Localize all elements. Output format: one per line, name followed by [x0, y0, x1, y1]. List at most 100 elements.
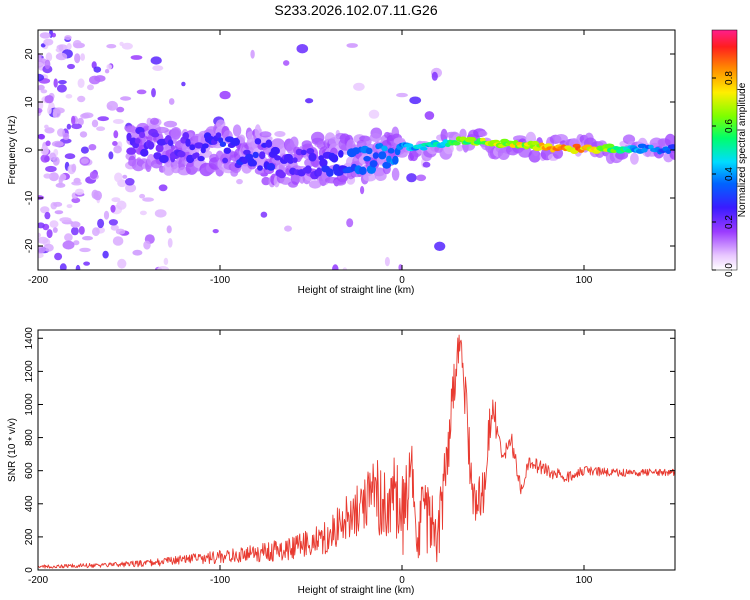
snr-y-tick-label: 800 [24, 429, 35, 446]
spectrogram-halo-blob [259, 131, 272, 138]
spectrogram-y-tick-label: 0 [24, 147, 35, 153]
spectrogram-noise-blob [166, 225, 172, 234]
spectrogram-noise-blob [142, 197, 155, 202]
spectrogram-noise-blob [93, 66, 102, 73]
spectrogram-noise-blob [396, 92, 408, 98]
spectrogram-core-blob [222, 157, 229, 164]
spectrogram-noise-blob [284, 225, 292, 232]
spectrogram-noise-blob [38, 252, 44, 259]
snr-y-tick-label: 0 [24, 567, 35, 573]
spectrogram-noise-blob [87, 84, 94, 91]
spectrogram-noise-blob [121, 42, 133, 50]
spectrogram-noise-blob [274, 131, 286, 137]
spectrogram-core-blob [274, 155, 281, 161]
spectrogram-halo-blob [163, 120, 178, 128]
spectrogram-core-blob [185, 138, 191, 147]
spectrogram-x-tick-label: -200 [28, 275, 48, 286]
spectrogram-core-blob [126, 132, 132, 142]
spectrogram-noise-blob [91, 61, 97, 69]
spectrogram-noise-blob [117, 258, 127, 269]
spectrogram-core-blob [265, 139, 273, 148]
spectrogram-core-blob [197, 155, 205, 162]
spectrogram-noise-blob [106, 100, 119, 111]
spectrogram-noise-blob [106, 44, 117, 49]
spectrogram-core-blob [257, 165, 263, 171]
spectrogram-noise-blob [91, 189, 99, 199]
spectrogram-noise-blob [151, 88, 156, 98]
spectrogram-core-blob [387, 148, 395, 154]
spectrogram-core-blob [277, 171, 286, 179]
spectrogram-noise-blob [92, 227, 100, 237]
spectrogram-noise-blob [45, 140, 51, 147]
spectrogram-noise-blob [38, 100, 44, 110]
spectrogram-noise-blob [51, 140, 64, 147]
spectrogram-noise-blob [73, 240, 80, 246]
spectrogram-noise-blob [125, 178, 135, 186]
snr-y-tick-label: 600 [24, 462, 35, 479]
spectrogram-core-blob [215, 132, 222, 139]
colorbar-label: Normalized spectral amplitude [737, 82, 748, 217]
spectrogram-noise-blob [54, 210, 64, 215]
spectrogram-halo-blob [232, 124, 242, 137]
spectrogram-y-ticks: -20 -10 0 10 20 [24, 48, 675, 253]
spectrogram-noise-blob [108, 151, 114, 160]
snr-y-tick-label: 1000 [24, 393, 35, 416]
spectrogram-noise-blob [49, 220, 59, 228]
spectrogram-noise-blob [154, 209, 167, 218]
spectrogram-noise-blob [66, 43, 72, 50]
spectrogram-noise-blob [250, 49, 255, 59]
spectrogram-noise-blob [181, 81, 186, 87]
spectrogram-core-blob [250, 159, 257, 167]
spectrogram-core-blob [182, 132, 190, 140]
spectrogram-noise-blob [332, 264, 339, 270]
spectrogram-noise-blob [79, 247, 91, 253]
spectrogram-noise-blob [219, 90, 231, 100]
spectrogram-noise-blob [260, 211, 268, 218]
spectrogram-noise-blob [38, 232, 41, 238]
spectrogram-noise-blob [48, 172, 59, 182]
spectrogram-noise-blob [67, 63, 75, 70]
spectrogram-noise-blob [75, 188, 84, 195]
spectrogram-core-blob [167, 139, 174, 146]
colorbar-tick-label: 0.0 [724, 263, 735, 277]
spectrogram-noise-blob [97, 218, 105, 229]
spectrogram-noise-blob [80, 158, 89, 165]
spectrogram-noise-blob [38, 134, 46, 140]
spectrogram-core-blob [159, 154, 169, 164]
snr-x-tick-label: -100 [210, 575, 230, 586]
spectrogram-noise-blob [45, 52, 53, 62]
spectrogram-halo-blob [254, 124, 261, 139]
spectrogram-core-blob [372, 152, 379, 159]
spectrogram-noise-blob [71, 181, 82, 186]
spectrogram-noise-blob [53, 78, 58, 88]
spectrogram-noise-blob [434, 241, 446, 251]
spectrogram-noise-blob [57, 128, 65, 137]
spectrogram-core-blob [177, 150, 186, 158]
spectrogram-core-blob [326, 168, 334, 177]
spectrogram-noise-blob [103, 210, 110, 220]
spectrogram-noise-blob [53, 108, 61, 118]
snr-y-ticks: 0 200 400 600 800 1000 1200 1400 [24, 327, 675, 573]
spectrogram-core-blob [392, 155, 399, 165]
spectrogram-noise-blob [64, 153, 76, 160]
spectrogram-noise-blob [71, 197, 81, 204]
spectrogram-noise-blob [52, 227, 58, 233]
spectrogram-core-blob [266, 163, 276, 171]
spectrogram-y-label: Frequency (Hz) [7, 116, 18, 185]
spectrogram-noise-blob [55, 52, 68, 61]
spectrogram-noise-blob [46, 229, 53, 239]
spectrogram-core-blob [252, 151, 259, 159]
spectrogram-noise-blob [80, 146, 89, 154]
spectrogram-noise-blob [64, 233, 73, 242]
colorbar-tick-label: 0.8 [724, 71, 735, 85]
spectrogram-halo-blob [363, 137, 372, 146]
colorbar-ticks: 0.0 0.2 0.4 0.6 0.8 [712, 71, 735, 277]
spectrogram-noise-blob [58, 176, 63, 186]
spectrogram-core-blob [155, 144, 164, 153]
spectrogram-noise-blob [71, 226, 79, 236]
spectrogram-noise-blob [49, 152, 57, 161]
spectrogram-noise-blob [38, 107, 43, 114]
spectrogram-core-blob [300, 149, 307, 156]
spectrogram-noise-blob [125, 183, 137, 193]
spectrogram-noise-blob [96, 126, 106, 131]
